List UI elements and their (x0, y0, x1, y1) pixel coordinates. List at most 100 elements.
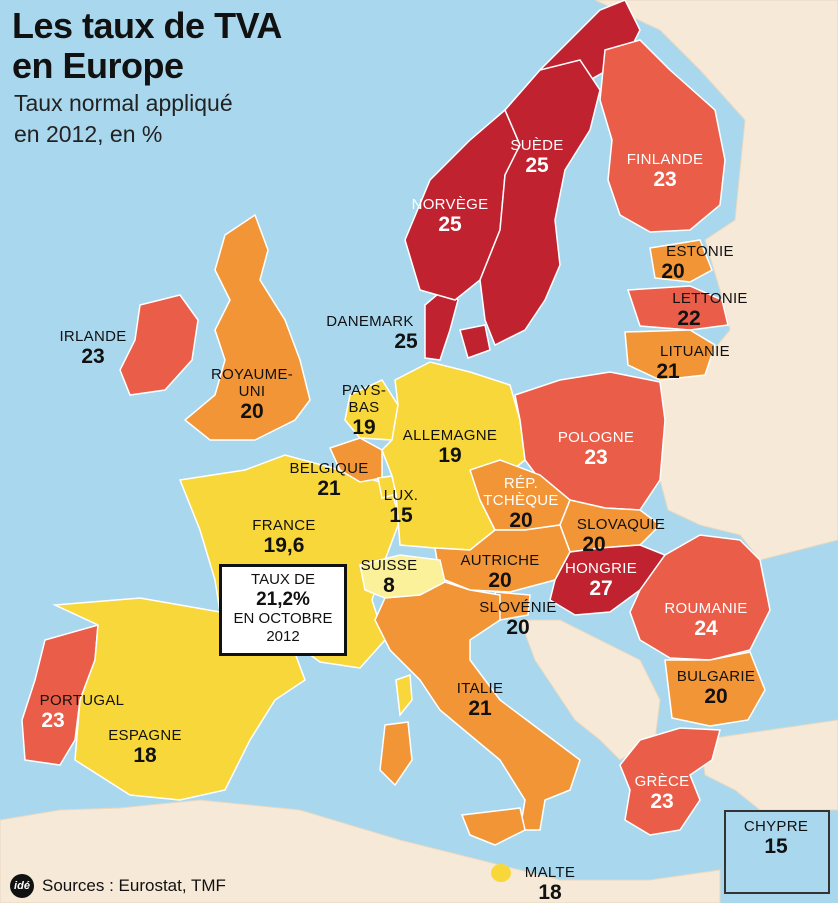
country-rate: 21 (317, 477, 341, 500)
country-name-line-2: UNI (238, 383, 266, 400)
label-slovaquie: SLOVAQUIE 20 (577, 516, 665, 556)
country-name: SLOVÉNIE (479, 599, 557, 616)
france-october-note: TAUX DE 21,2% EN OCTOBRE 2012 (219, 564, 347, 656)
country-name: NORVÈGE (411, 196, 489, 213)
country-shape-irlande (119, 294, 199, 396)
country-rate: 20 (661, 260, 685, 283)
subtitle-line-1: Taux normal appliqué (14, 90, 233, 116)
label-suisse: SUISSE 8 (361, 557, 418, 597)
country-rate: 27 (589, 577, 613, 600)
country-name: SLOVAQUIE (576, 516, 666, 533)
footer: idé Sources : Eurostat, TMF (10, 874, 226, 898)
country-rate: 20 (509, 509, 533, 532)
country-rate: 15 (764, 835, 788, 858)
country-name-line-2: TCHÈQUE (483, 492, 559, 509)
label-estonie: ESTONIE 20 (661, 243, 738, 283)
country-rate: 18 (133, 744, 157, 767)
label-italie: ITALIE 21 (457, 680, 504, 720)
label-royaume-uni: ROYAUME- UNI 20 (211, 366, 293, 423)
country-rate: 23 (650, 790, 674, 813)
label-lux: LUX. 15 (384, 487, 419, 527)
source-credit: Sources : Eurostat, TMF (42, 876, 226, 895)
note-line-4: 2012 (266, 628, 300, 645)
country-rate: 23 (584, 446, 608, 469)
note-line-2: 21,2% (256, 589, 310, 610)
country-rate: 19 (438, 444, 462, 467)
label-france: FRANCE 19,6 (252, 517, 315, 557)
country-rate: 20 (488, 569, 512, 592)
country-name: IRLANDE (59, 328, 127, 345)
label-rep-tcheque: RÉP. TCHÈQUE 20 (483, 475, 558, 532)
country-name: PORTUGAL (39, 692, 125, 709)
country-shape-italie-sicile (460, 807, 526, 846)
country-name: SUÈDE (510, 137, 564, 154)
label-grece: GRÈCE 23 (635, 773, 690, 813)
label-espagne: ESPAGNE 18 (108, 727, 182, 767)
label-suede: SUÈDE 25 (510, 137, 563, 177)
country-rate: 15 (389, 504, 413, 527)
subtitle-line-2: en 2012, en % (14, 121, 163, 147)
label-lettonie: LETTONIE 22 (672, 290, 747, 330)
country-shape-suede (479, 59, 601, 347)
country-name-line-1: ROYAUME- (210, 366, 294, 383)
country-name: SUISSE (360, 557, 418, 574)
label-roumanie: ROUMANIE 24 (664, 600, 747, 640)
country-rate: 24 (694, 617, 718, 640)
country-rate: 20 (582, 533, 606, 556)
label-portugal: PORTUGAL 23 (40, 692, 125, 732)
label-bulgarie: BULGARIE 20 (677, 668, 755, 708)
country-name: ESTONIE (666, 243, 734, 260)
country-name: BELGIQUE (289, 460, 369, 477)
country-rate: 23 (81, 345, 105, 368)
country-name: LETTONIE (672, 290, 748, 307)
country-rate: 21 (656, 360, 680, 383)
label-pays-bas: PAYS- BAS 19 (342, 382, 386, 439)
country-rate: 25 (394, 330, 418, 353)
country-rate: 20 (704, 685, 728, 708)
country-rate: 25 (525, 154, 549, 177)
label-slovenie: SLOVÉNIE 20 (479, 599, 556, 639)
country-name: ESPAGNE (108, 727, 182, 744)
country-name-line-2: BAS (348, 399, 380, 416)
country-name: FRANCE (252, 517, 316, 534)
label-malte: MALTE 18 (525, 864, 575, 903)
country-rate: 20 (240, 400, 264, 423)
country-rate: 21 (468, 697, 492, 720)
country-rate: 19 (352, 416, 376, 439)
publisher-logo: idé (10, 874, 34, 898)
country-name: HONGRIE (564, 560, 638, 577)
country-name: ROUMANIE (664, 600, 748, 617)
country-shape-lettonie (626, 285, 729, 331)
country-name: AUTRICHE (460, 552, 540, 569)
country-rate: 23 (653, 168, 677, 191)
country-shape-italie-sardaigne (379, 721, 413, 787)
map-subtitle: Taux normal appliqué en 2012, en % (14, 88, 233, 150)
note-line-3: EN OCTOBRE (233, 610, 333, 627)
country-name: ITALIE (456, 680, 504, 697)
label-allemagne: ALLEMAGNE 19 (403, 427, 497, 467)
country-shape-italie (374, 581, 581, 831)
country-shape-danemark-islands (459, 324, 491, 359)
country-name: BULGARIE (676, 668, 756, 685)
label-danemark: DANEMARK 25 (322, 313, 417, 353)
country-rate: 23 (41, 709, 65, 732)
country-rate: 8 (383, 574, 395, 597)
label-irlande: IRLANDE 23 (59, 328, 126, 368)
land-africa (0, 799, 721, 903)
country-shape-bulgarie (664, 651, 766, 727)
country-rate: 20 (506, 616, 530, 639)
label-norvege: NORVÈGE 25 (412, 196, 489, 236)
country-name: FINLANDE (626, 151, 704, 168)
label-pologne: POLOGNE 23 (558, 429, 634, 469)
country-name: POLOGNE (557, 429, 635, 446)
chypre-inset (724, 810, 830, 894)
country-name: DANEMARK (326, 313, 414, 330)
label-autriche: AUTRICHE 20 (460, 552, 539, 592)
country-name: MALTE (524, 864, 576, 881)
country-rate: 19,6 (263, 534, 305, 557)
country-rate: 25 (438, 213, 462, 236)
country-shape-royaume-uni (183, 213, 311, 441)
country-shape-lituanie (624, 329, 716, 381)
country-rate: 18 (538, 881, 562, 903)
note-line-1: TAUX DE (251, 571, 315, 588)
